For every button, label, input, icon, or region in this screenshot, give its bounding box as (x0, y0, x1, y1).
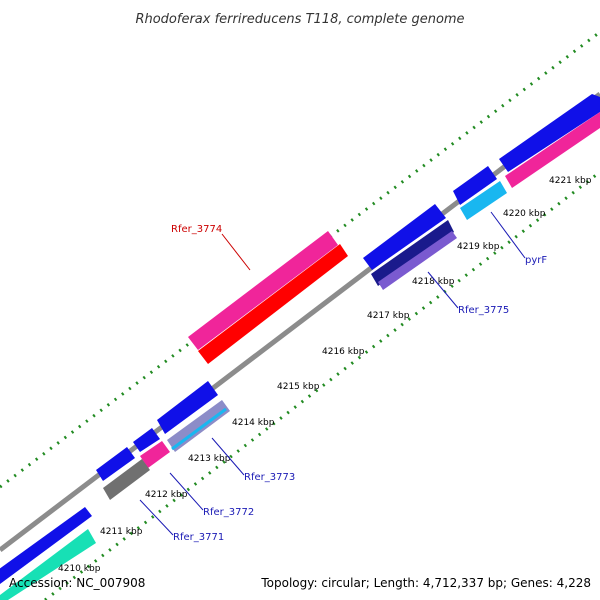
gene-feature-blue (363, 204, 446, 270)
gene-label-rfer-3772: Rfer_3772 (203, 507, 254, 518)
tick-label: 4212 kbp (145, 490, 188, 500)
accession-text: Accession: NC_007908 (9, 576, 145, 590)
leader-line-rfer-3774 (221, 233, 251, 271)
tick-label: 4218 kbp (412, 277, 455, 287)
gene-feature-pink (505, 112, 600, 188)
leader-line-rfer-3772 (169, 472, 204, 511)
gene-feature-cyan-thin (171, 407, 227, 451)
label-leader-lines (139, 211, 526, 536)
gene-feature-gray (103, 459, 150, 500)
tick-label: 4215 kbp (277, 382, 320, 392)
gene-feature-pink (140, 441, 170, 468)
leader-line-rfer-3775 (427, 271, 459, 309)
gene-label-rfer-3774: Rfer_3774 (171, 224, 222, 235)
gene-feature-blue (133, 428, 160, 452)
gene-labels: Rfer_3774 Rfer_3775 pyrF Rfer_3773 Rfer_… (171, 224, 547, 543)
gene-features (0, 94, 600, 600)
gene-feature-pink (188, 231, 338, 350)
gene-feature-navy (371, 220, 454, 286)
gene-feature-slate (167, 400, 230, 452)
tick-labels: 4210 kbp 4211 kbp 4212 kbp 4213 kbp 4214… (58, 176, 592, 574)
tick-label: 4214 kbp (232, 418, 275, 428)
gene-feature-blue (96, 447, 135, 481)
leader-line-pyrf (490, 211, 526, 259)
tick-label: 4213 kbp (188, 454, 231, 464)
tick-label: 4220 kbp (503, 209, 546, 219)
gene-feature-blue (453, 166, 497, 205)
gene-feature-purple (378, 231, 457, 290)
gene-feature-teal (0, 529, 96, 600)
map-title: Rhodoferax ferrireducens T118, complete … (135, 12, 464, 27)
gene-label-rfer-3773: Rfer_3773 (244, 472, 295, 483)
leader-line-rfer-3773 (211, 437, 245, 476)
tick-label: 4221 kbp (549, 176, 592, 186)
genome-summary-text: Topology: circular; Length: 4,712,337 bp… (260, 576, 591, 590)
leader-line-rfer-3771 (139, 499, 174, 536)
gene-feature-blue (0, 507, 92, 584)
gene-label-rfer-3771: Rfer_3771 (173, 532, 224, 543)
tick-label: 4210 kbp (58, 564, 101, 574)
gene-label-pyrf: pyrF (525, 255, 547, 266)
tick-label: 4216 kbp (322, 347, 365, 357)
tick-label: 4219 kbp (457, 242, 500, 252)
gene-feature-red (198, 244, 348, 364)
tick-label: 4217 kbp (367, 311, 410, 321)
gene-feature-cyan (460, 181, 507, 220)
tick-label: 4211 kbp (100, 527, 143, 537)
gene-feature-blue (499, 94, 600, 172)
gene-label-rfer-3775: Rfer_3775 (458, 305, 509, 316)
gene-feature-blue (157, 381, 218, 434)
